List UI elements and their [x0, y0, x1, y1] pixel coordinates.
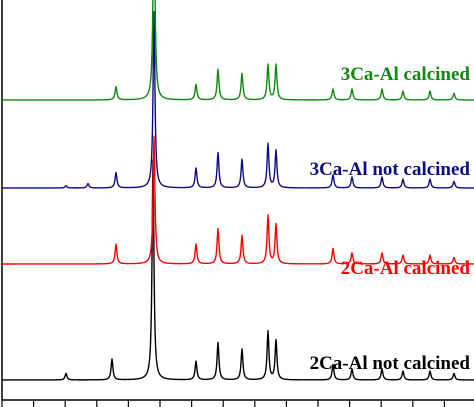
series-labels: 3Ca-Al calcined 3Ca-Al not calcined 2Ca-… — [310, 64, 471, 374]
series-label-2ca-al-calcined: 2Ca-Al calcined — [341, 258, 471, 279]
series-line-2 — [1, 11, 474, 189]
series-line-3 — [1, 0, 474, 101]
series-line-0 — [1, 159, 474, 381]
series-label-3ca-al-calcined: 3Ca-Al calcined — [341, 64, 471, 85]
series-label-2ca-al-not-calcined: 2Ca-Al not calcined — [310, 353, 471, 374]
x-axis-ticks — [1, 400, 445, 407]
series-layer — [1, 0, 474, 381]
series-line-1 — [1, 135, 474, 265]
x-axis — [1, 399, 474, 407]
series-label-3ca-al-not-calcined: 3Ca-Al not calcined — [310, 159, 471, 180]
